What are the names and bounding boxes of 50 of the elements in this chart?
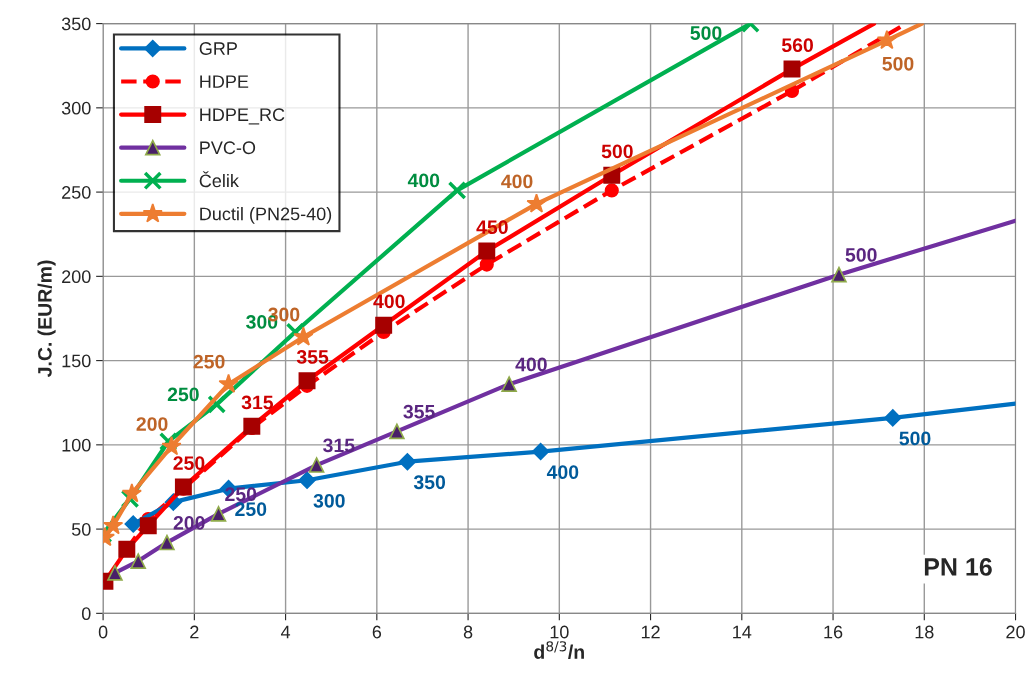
x-tick-label: 18 — [915, 625, 934, 639]
y-tick-label: 300 — [61, 101, 91, 115]
annotation: 500 — [899, 431, 931, 446]
y-tick-label: 200 — [62, 270, 91, 284]
legend-label: GRP — [199, 42, 237, 55]
annotation: 400 — [407, 173, 440, 188]
annotation: 300 — [313, 493, 345, 508]
annotation: 315 — [241, 395, 274, 410]
y-tick-label: 100 — [62, 438, 91, 452]
x-tick-label: 10 — [550, 625, 569, 639]
annotation: 500 — [690, 26, 722, 40]
legend-label: HDPE_RC — [200, 108, 285, 125]
annotation: 400 — [373, 294, 405, 309]
annotation: 350 — [413, 475, 446, 490]
annotation: 560 — [781, 38, 813, 53]
x-tick-label: 0 — [98, 625, 108, 639]
annotation: PN 16 — [924, 558, 992, 576]
x-tick-label: 4 — [280, 625, 291, 639]
annotation: 355 — [403, 404, 435, 419]
annotation: 400 — [546, 465, 579, 480]
y-tick-label: 350 — [61, 17, 91, 31]
legend-label: PVC-O — [200, 141, 256, 155]
x-tick-label: 6 — [372, 625, 382, 639]
legend-label: Ductil (PN25-40) — [200, 207, 332, 224]
x-tick-label: 20 — [1006, 625, 1025, 639]
x-axis-title: d$^{8/3}$/n — [534, 641, 584, 660]
x-tick-label: 8 — [463, 625, 473, 639]
annotation: 200 — [136, 417, 168, 431]
x-tick-label: 12 — [641, 625, 660, 639]
y-tick-label: 150 — [62, 354, 91, 368]
annotation: 355 — [296, 350, 329, 364]
y-tick-label: 250 — [62, 186, 91, 199]
annotation: 315 — [323, 438, 355, 453]
annotation: 400 — [515, 357, 547, 372]
y-tick-label: 50 — [71, 523, 91, 536]
annotation: 250 — [167, 387, 199, 402]
annotation: 500 — [882, 56, 914, 71]
y-axis-title: J.C. (EUR/m) — [37, 260, 56, 378]
annotation: 250 — [173, 456, 205, 470]
legend-label: Čelik — [199, 171, 239, 188]
annotation: 400 — [501, 174, 533, 189]
x-tick-label: 2 — [190, 625, 199, 639]
annotation: 250 — [193, 354, 225, 369]
legend-label: HDPE — [200, 75, 249, 88]
annotation: 500 — [601, 144, 633, 159]
x-tick-label: 14 — [733, 625, 752, 639]
annotation: 250 — [235, 502, 267, 517]
x-tick-label: 16 — [824, 625, 843, 639]
y-tick-label: 0 — [81, 607, 91, 621]
annotation: 500 — [845, 248, 877, 262]
